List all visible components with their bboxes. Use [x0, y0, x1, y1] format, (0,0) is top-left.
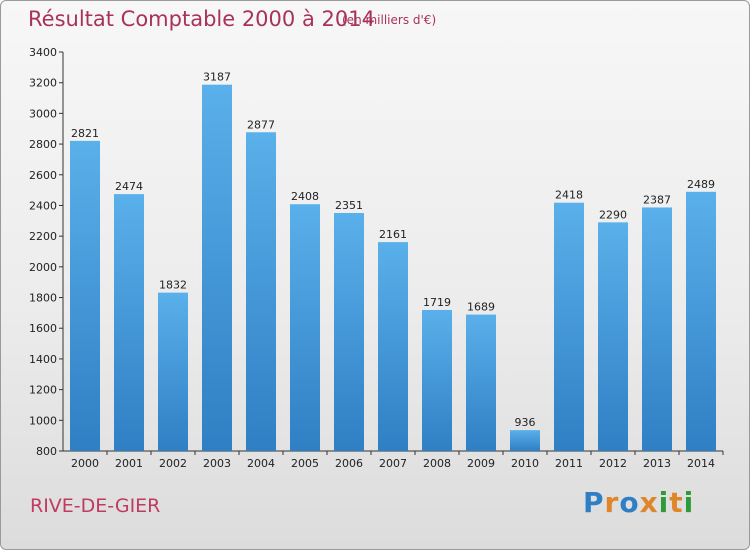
commune-name: RIVE-DE-GIER [30, 495, 161, 517]
y-tick-label: 800 [36, 445, 57, 458]
y-tick-label: 3000 [29, 107, 57, 120]
x-tick-label-2004: 2004 [247, 457, 275, 470]
bar-2014 [686, 191, 716, 451]
logo-letter: P [583, 486, 605, 519]
data-label-2009: 1689 [467, 301, 495, 314]
x-tick-label-2007: 2007 [379, 457, 407, 470]
bar-2000 [70, 140, 100, 451]
y-tick-label: 2800 [29, 138, 57, 151]
x-tick-label-2012: 2012 [599, 457, 627, 470]
bar-2002 [158, 292, 188, 451]
data-label-2006: 2351 [335, 199, 363, 212]
x-tick-label-2006: 2006 [335, 457, 363, 470]
y-tick-label: 1200 [29, 384, 57, 397]
bar-2007 [378, 242, 408, 451]
bar-2009 [466, 314, 496, 451]
chart-title: Résultat Comptable 2000 à 2014 [28, 7, 375, 31]
proxiti-logo: Proxiti [583, 486, 694, 519]
x-tick-label-2005: 2005 [291, 457, 319, 470]
bar-2012 [598, 222, 628, 451]
x-tick-label-2001: 2001 [115, 457, 143, 470]
data-label-2001: 2474 [115, 180, 143, 193]
bar-2011 [554, 202, 584, 451]
y-tick-label: 1400 [29, 353, 57, 366]
data-label-2013: 2387 [643, 193, 671, 206]
y-tick-label: 2000 [29, 261, 57, 274]
x-tick-label-2002: 2002 [159, 457, 187, 470]
y-tick-label: 3200 [29, 77, 57, 90]
logo-letter: i [658, 486, 670, 519]
data-label-2014: 2489 [687, 178, 715, 191]
x-tick-label-2003: 2003 [203, 457, 231, 470]
y-tick-label: 1000 [29, 414, 57, 427]
y-tick-label: 2600 [29, 169, 57, 182]
logo-letter: r [604, 486, 620, 519]
chart-subtitle: (en milliers d'€) [342, 13, 437, 27]
data-label-2008: 1719 [423, 296, 451, 309]
bar-2005 [290, 204, 320, 451]
y-tick-label: 1600 [29, 322, 57, 335]
data-label-2011: 2418 [555, 189, 583, 202]
y-tick-label: 2400 [29, 199, 57, 212]
bar-2006 [334, 212, 364, 451]
bar-2001 [114, 194, 144, 451]
x-tick-label-2014: 2014 [687, 457, 715, 470]
bar-2008 [422, 309, 452, 451]
data-label-2005: 2408 [291, 190, 319, 203]
logo-letter: x [639, 486, 659, 519]
data-label-2003: 3187 [203, 71, 231, 84]
bar-2010 [510, 430, 540, 451]
x-tick-label-2009: 2009 [467, 457, 495, 470]
bar-2003 [202, 84, 232, 451]
y-tick-label: 1800 [29, 292, 57, 305]
logo-letter: i [683, 486, 695, 519]
data-label-2012: 2290 [599, 208, 627, 221]
x-tick-label-2010: 2010 [511, 457, 539, 470]
bar-2004 [246, 132, 276, 452]
x-tick-label-2000: 2000 [71, 457, 99, 470]
x-tick-label-2008: 2008 [423, 457, 451, 470]
data-label-2010: 936 [515, 416, 536, 429]
data-label-2004: 2877 [247, 118, 275, 131]
bar-2013 [642, 207, 672, 451]
data-label-2007: 2161 [379, 228, 407, 241]
x-tick-label-2013: 2013 [643, 457, 671, 470]
data-label-2000: 2821 [71, 127, 99, 140]
y-tick-label: 2200 [29, 230, 57, 243]
x-tick-label-2011: 2011 [555, 457, 583, 470]
logo-letter: t [669, 486, 684, 519]
logo-letter: o [619, 486, 640, 519]
data-label-2002: 1832 [159, 279, 187, 292]
y-tick-label: 3400 [29, 46, 57, 59]
